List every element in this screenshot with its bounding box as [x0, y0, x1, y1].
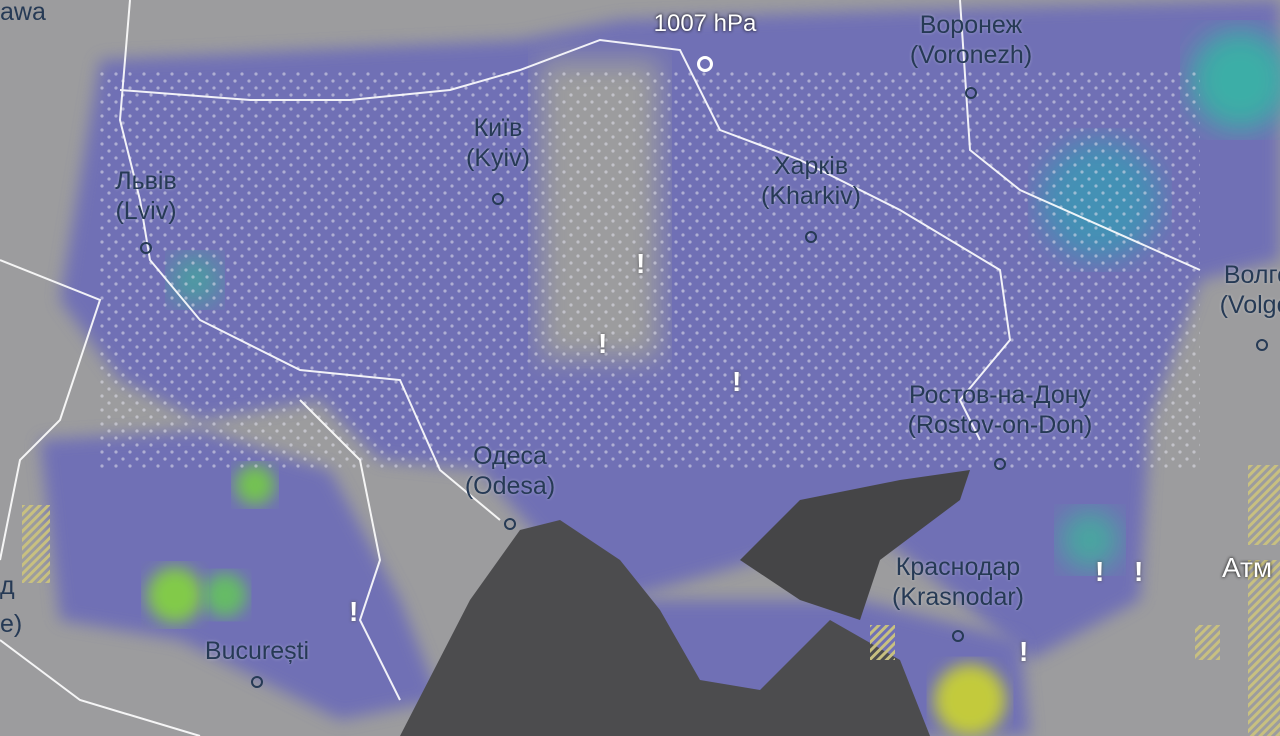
city-label-kharkiv[interactable]: Харків (Kharkiv) — [761, 151, 861, 211]
city-name-latin: (Krasnodar) — [892, 583, 1024, 611]
city-name-native: Ростов-на-Дону — [908, 381, 1092, 409]
city-marker-volgograd[interactable] — [1256, 339, 1268, 351]
pressure-label: 1007 hPa — [653, 10, 757, 37]
city-name-native: Львів — [115, 167, 177, 195]
city-name-latin: (Rostov-on-Don) — [907, 411, 1093, 439]
warning-icon[interactable]: ! — [598, 328, 608, 359]
city-name-native: București — [204, 637, 310, 665]
warning-icon[interactable]: ! — [636, 248, 646, 279]
warning-icon[interactable]: ! — [349, 596, 359, 627]
city-marker-krasnodar[interactable] — [952, 630, 964, 642]
city-label-odesa[interactable]: Одеса (Odesa) — [465, 441, 555, 501]
edge-label-warszawa: awa — [0, 0, 46, 26]
city-marker-kyiv[interactable] — [492, 193, 504, 205]
warning-icon[interactable]: ! — [1019, 636, 1029, 667]
edge-label-left-2: e) — [0, 610, 23, 638]
warning-icon[interactable]: ! — [1095, 556, 1105, 587]
city-name-native: Одеса — [473, 442, 547, 470]
city-label-kyiv[interactable]: Київ (Kyiv) — [466, 113, 530, 173]
city-label-krasnodar[interactable]: Краснодар (Krasnodar) — [892, 552, 1024, 612]
city-name-latin: (Volgog — [1219, 291, 1280, 319]
city-marker-voronezh[interactable] — [965, 87, 977, 99]
edge-label-right: Атм — [1222, 552, 1273, 583]
city-marker-lviv[interactable] — [140, 242, 152, 254]
city-name-native: Волгог — [1223, 261, 1280, 289]
warning-icon[interactable]: ! — [732, 366, 742, 397]
city-name-latin: (Lviv) — [115, 197, 177, 225]
city-label-voronezh[interactable]: Воронеж (Voronezh) — [910, 10, 1032, 70]
warning-icon[interactable]: ! — [1134, 556, 1144, 587]
sea — [400, 470, 970, 736]
city-marker-kharkiv[interactable] — [805, 231, 817, 243]
city-name-latin: (Kyiv) — [466, 144, 530, 172]
border-lines — [0, 0, 1201, 736]
hatched-areas — [22, 465, 1280, 736]
city-marker-bucuresti[interactable] — [251, 676, 263, 688]
city-label-volgograd[interactable]: Волгог(Volgog — [1220, 260, 1280, 320]
city-label-rostov[interactable]: Ростов-на-Дону (Rostov-on-Don) — [908, 380, 1093, 440]
city-label-bucuresti[interactable]: București — [205, 636, 309, 666]
city-marker-odesa[interactable] — [504, 518, 516, 530]
edge-label-left-1: д — [0, 572, 15, 600]
city-name-latin: (Odesa) — [464, 472, 556, 500]
precipitation-layer — [40, 0, 1280, 736]
city-name-latin: (Voronezh) — [909, 41, 1033, 69]
city-marker-rostov[interactable] — [994, 458, 1006, 470]
city-name-native: Воронеж — [919, 11, 1023, 39]
city-name-latin: (Kharkiv) — [760, 182, 862, 210]
city-name-native: Харків — [773, 152, 849, 180]
pressure-center-marker[interactable] — [697, 56, 713, 72]
city-name-native: Краснодар — [895, 553, 1021, 581]
city-label-lviv[interactable]: Львів (Lviv) — [115, 166, 177, 226]
city-name-native: Київ — [473, 114, 523, 142]
